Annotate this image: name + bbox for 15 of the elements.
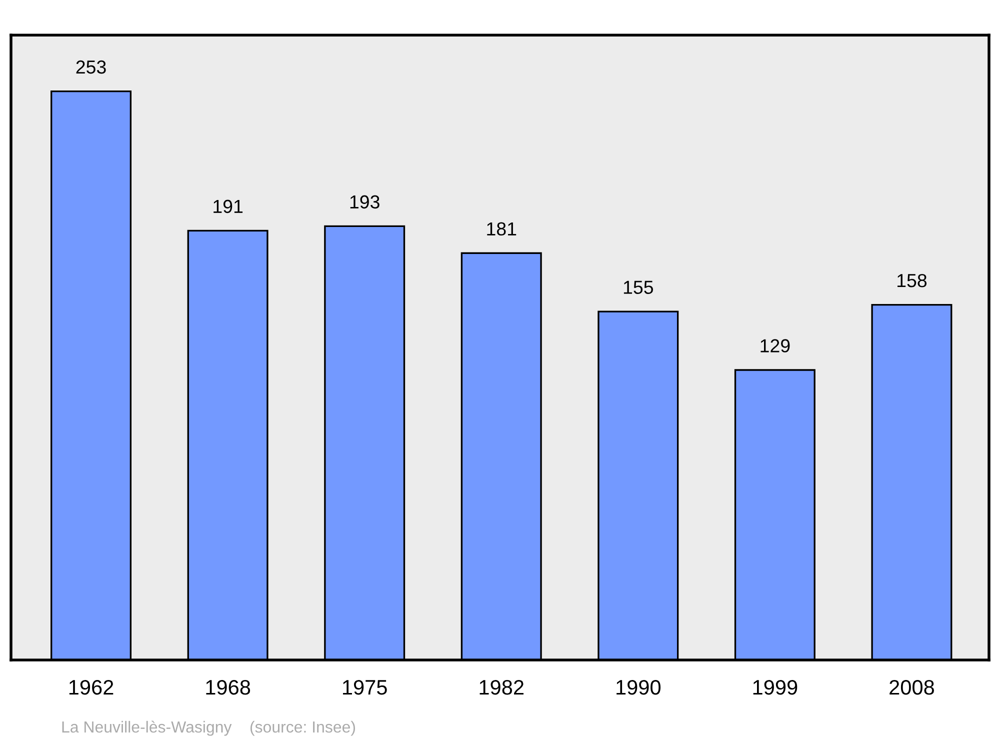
x-tick-label: 1968	[206, 680, 250, 695]
x-tick-label: 1975	[343, 680, 387, 695]
data-label: 193	[350, 195, 380, 209]
data-label: 158	[898, 274, 927, 288]
x-tick-label: 2008	[890, 680, 934, 695]
data-label: 155	[624, 280, 654, 294]
data-label: 191	[214, 200, 243, 214]
data-label: 129	[760, 339, 790, 352]
data-label: 253	[76, 60, 106, 74]
x-tick-label: 1962	[69, 680, 114, 695]
data-label: 181	[487, 222, 516, 236]
x-tick-label: 1999	[753, 680, 798, 695]
text: La Neuville-lès-Wasigny (source: Insee)	[62, 720, 356, 736]
x-tick-label: 1982	[480, 680, 524, 695]
x-tick-label: 1990	[616, 680, 661, 695]
